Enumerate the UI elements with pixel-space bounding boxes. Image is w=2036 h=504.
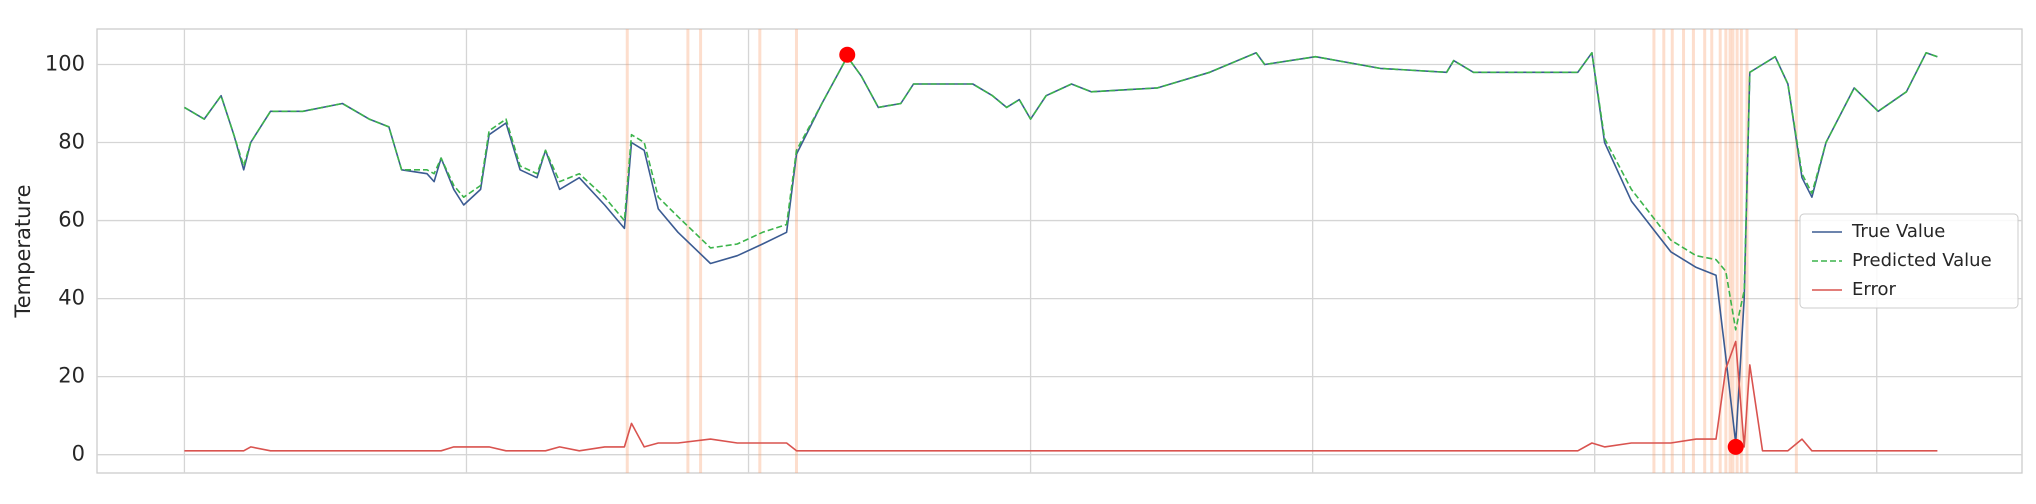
marker [1727, 438, 1744, 455]
y-tick-label: 60 [58, 208, 85, 232]
series-line [184, 340, 1938, 452]
y-tick-label: 80 [58, 130, 85, 154]
series-line [183, 52, 1938, 331]
y-axis-label: Temperature [11, 184, 35, 318]
y-tick-label: 40 [58, 286, 85, 310]
legend-label: Error [1852, 279, 1896, 300]
legend-label: True Value [1851, 221, 1945, 242]
legend-box [1799, 213, 2019, 309]
y-tick-label: 0 [72, 442, 85, 466]
y-tick-label: 100 [45, 52, 85, 76]
marker [839, 46, 856, 63]
legend-label: Predicted Value [1852, 250, 1992, 271]
y-tick-label: 20 [58, 364, 85, 388]
plot-frame [96, 28, 2023, 474]
